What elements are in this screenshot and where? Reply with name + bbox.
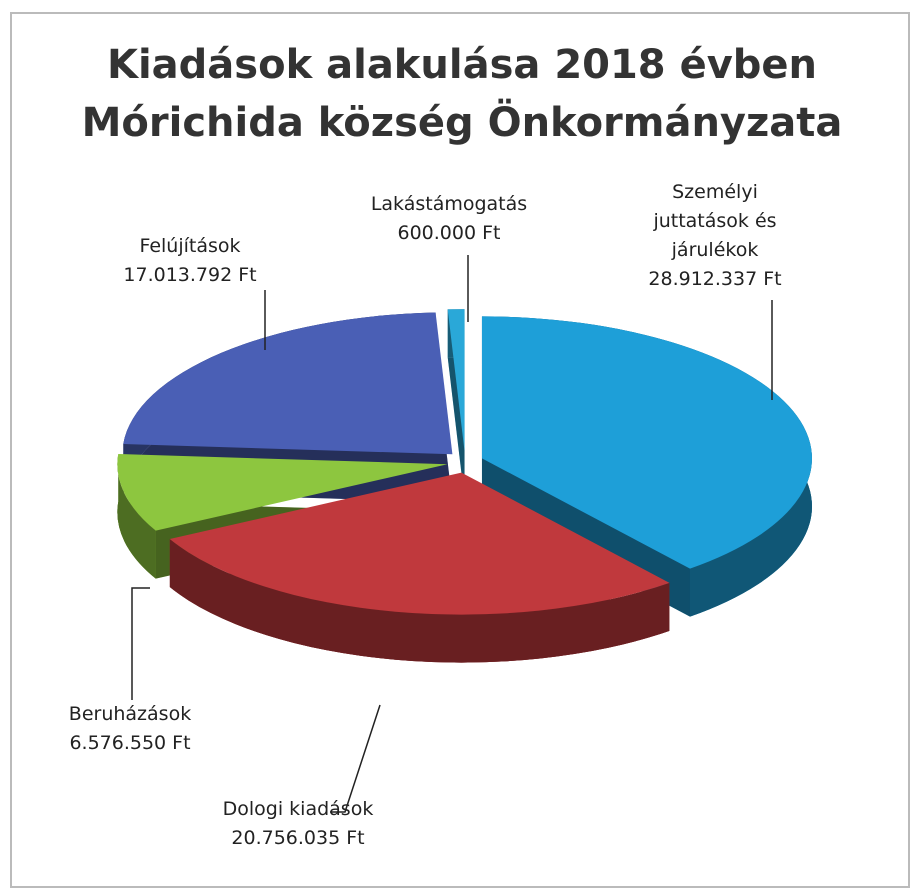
slice <box>169 472 670 615</box>
chart-title: Kiadások alakulása 2018 évben <box>106 42 818 88</box>
value-label: 600.000 Ft <box>397 222 501 244</box>
value-label: 6.576.550 Ft <box>69 732 191 754</box>
leader-line <box>131 587 150 700</box>
value-label: 17.013.792 Ft <box>123 264 257 286</box>
category-label: Személyi juttatások és járulékok <box>653 181 777 261</box>
slice <box>117 453 448 531</box>
category-label: Lakástámogatás <box>370 193 528 215</box>
slice-label: Felújítások 17.013.792 Ft <box>95 232 285 290</box>
category-label: Dologi kiadások <box>222 798 374 820</box>
slice <box>481 316 812 569</box>
slice-side <box>117 453 156 579</box>
category-label: Felújítások <box>139 235 241 257</box>
chart-frame <box>10 12 910 888</box>
chart-subtitle: Mórichida község Önkormányzata <box>81 100 843 146</box>
value-label: 28.912.337 Ft <box>648 268 782 290</box>
value-label: 20.756.035 Ft <box>231 827 365 849</box>
slice-side-shade <box>169 539 670 663</box>
leader-line <box>330 704 381 813</box>
slice-label: Beruházások 6.576.550 Ft <box>40 700 220 758</box>
slice-label: Dologi kiadások 20.756.035 Ft <box>208 795 388 853</box>
slice-label: Lakástámogatás 600.000 Ft <box>365 190 533 248</box>
category-label: Beruházások <box>68 703 192 725</box>
slice-label: Személyi juttatások és járulékok 28.912.… <box>635 178 795 294</box>
slice-side-shade <box>117 453 156 579</box>
slice <box>447 309 465 452</box>
slice-side <box>169 539 670 663</box>
slice <box>123 312 453 455</box>
